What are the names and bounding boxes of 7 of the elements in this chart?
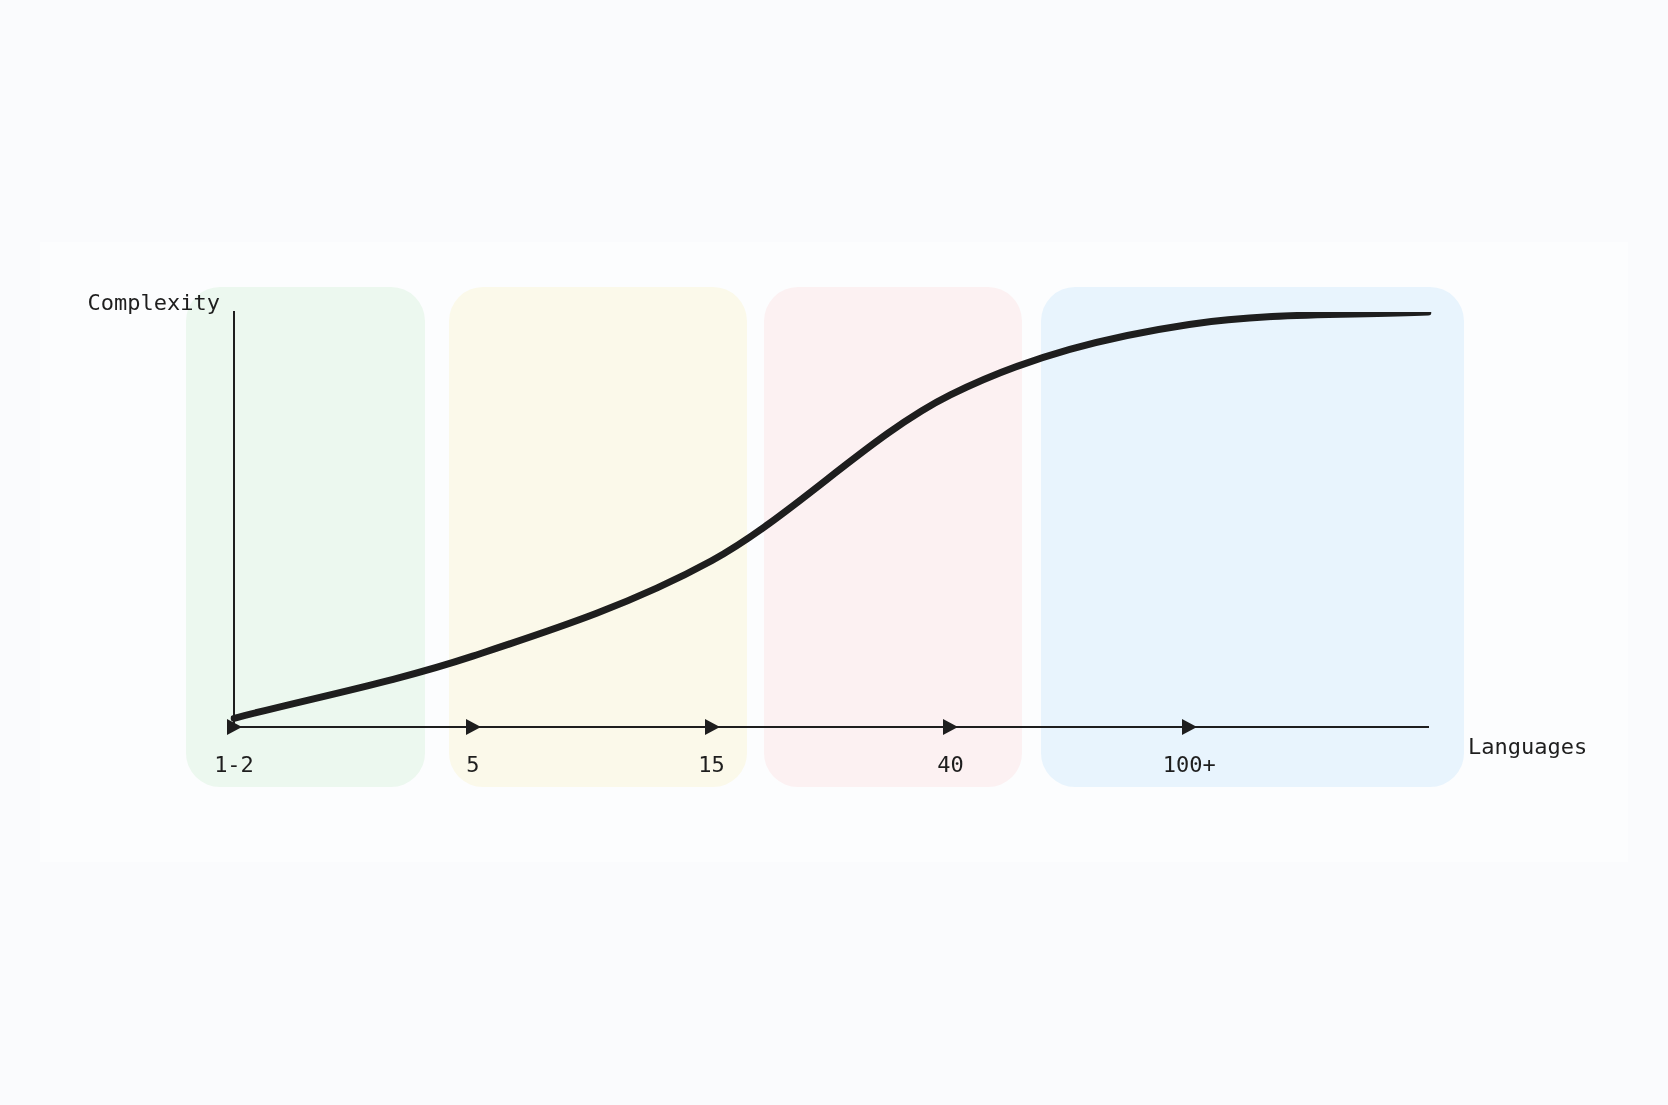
x-tick-label: 15 — [698, 751, 725, 777]
x-tick-label: 40 — [937, 751, 964, 777]
x-tick-label: 5 — [466, 751, 480, 777]
x-tick-label: 100+ — [1162, 751, 1216, 777]
x-tick-label: 1-2 — [214, 751, 254, 777]
x-axis-title: Languages — [1468, 734, 1588, 760]
y-axis-title: Complexity — [87, 289, 220, 315]
